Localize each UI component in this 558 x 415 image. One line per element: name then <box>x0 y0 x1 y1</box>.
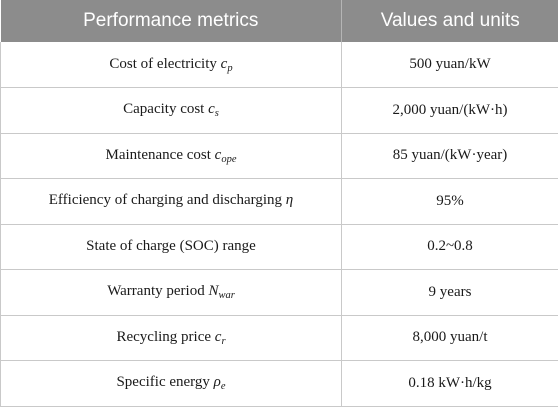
metric-cell: Recycling price cr <box>0 315 342 361</box>
metric-subscript: s <box>214 108 219 120</box>
metric-label: Maintenance cost <box>105 146 211 163</box>
metric-subscript: ope <box>221 153 237 165</box>
table-row: Warranty period Nwar 9 years <box>0 269 558 316</box>
metric-label: Cost of electricity <box>109 55 217 72</box>
metric-label: Specific energy <box>116 374 210 391</box>
metric-subscript: p <box>227 62 233 74</box>
metric-symbol: N <box>208 283 219 300</box>
metric-cell: Cost of electricity cp <box>0 42 342 88</box>
value-cell: 9 years <box>341 269 558 316</box>
value-cell: 0.2~0.8 <box>341 224 558 270</box>
metric-symbol: ρ <box>213 374 221 391</box>
metric-cell: State of charge (SOC) range <box>0 224 342 270</box>
table-row: Capacity cost cs 2,000 yuan/(kW·h) <box>0 87 558 134</box>
value-cell: 8,000 yuan/t <box>341 315 558 361</box>
metric-symbol: c <box>214 328 222 345</box>
value-cell: 95% <box>341 178 558 225</box>
metric-label: State of charge (SOC) range <box>86 238 256 255</box>
value-cell: 2,000 yuan/(kW·h) <box>341 87 558 134</box>
metric-cell: Capacity cost cs <box>0 87 342 134</box>
metric-cell: Maintenance cost cope <box>0 133 342 179</box>
value-cell: 0.18 kW·h/kg <box>341 360 558 407</box>
metric-cell: Efficiency of charging and discharging η <box>0 178 342 225</box>
metric-label: Recycling price <box>116 328 212 345</box>
value-cell: 85 yuan/(kW·year) <box>341 133 558 179</box>
metric-cell: Warranty period Nwar <box>0 269 342 316</box>
table-row: Efficiency of charging and discharging η… <box>0 178 558 225</box>
table-row: Maintenance cost cope 85 yuan/(kW·year) <box>0 133 558 179</box>
table-row: Cost of electricity cp 500 yuan/kW <box>0 42 558 88</box>
header-performance-metrics: Performance metrics <box>0 0 342 42</box>
table-header-row: Performance metrics Values and units <box>0 0 558 42</box>
metric-symbol: c <box>208 101 215 118</box>
metric-subscript: e <box>220 381 226 393</box>
metric-label: Warranty period <box>107 283 205 300</box>
value-cell: 500 yuan/kW <box>341 42 558 88</box>
metric-symbol: c <box>220 55 228 72</box>
metric-symbol: c <box>214 146 222 163</box>
table-row: Recycling price cr 8,000 yuan/t <box>0 315 558 361</box>
table-row: Specific energy ρe 0.18 kW·h/kg <box>0 360 558 407</box>
metric-label: Efficiency of charging and discharging <box>48 192 283 209</box>
metric-subscript: r <box>221 335 226 347</box>
metric-symbol: η <box>285 192 294 209</box>
metric-label: Capacity cost <box>123 101 205 118</box>
metric-subscript: war <box>218 290 235 302</box>
header-values-and-units: Values and units <box>341 0 558 42</box>
metric-cell: Specific energy ρe <box>0 360 342 407</box>
table-row: State of charge (SOC) range 0.2~0.8 <box>0 224 558 270</box>
